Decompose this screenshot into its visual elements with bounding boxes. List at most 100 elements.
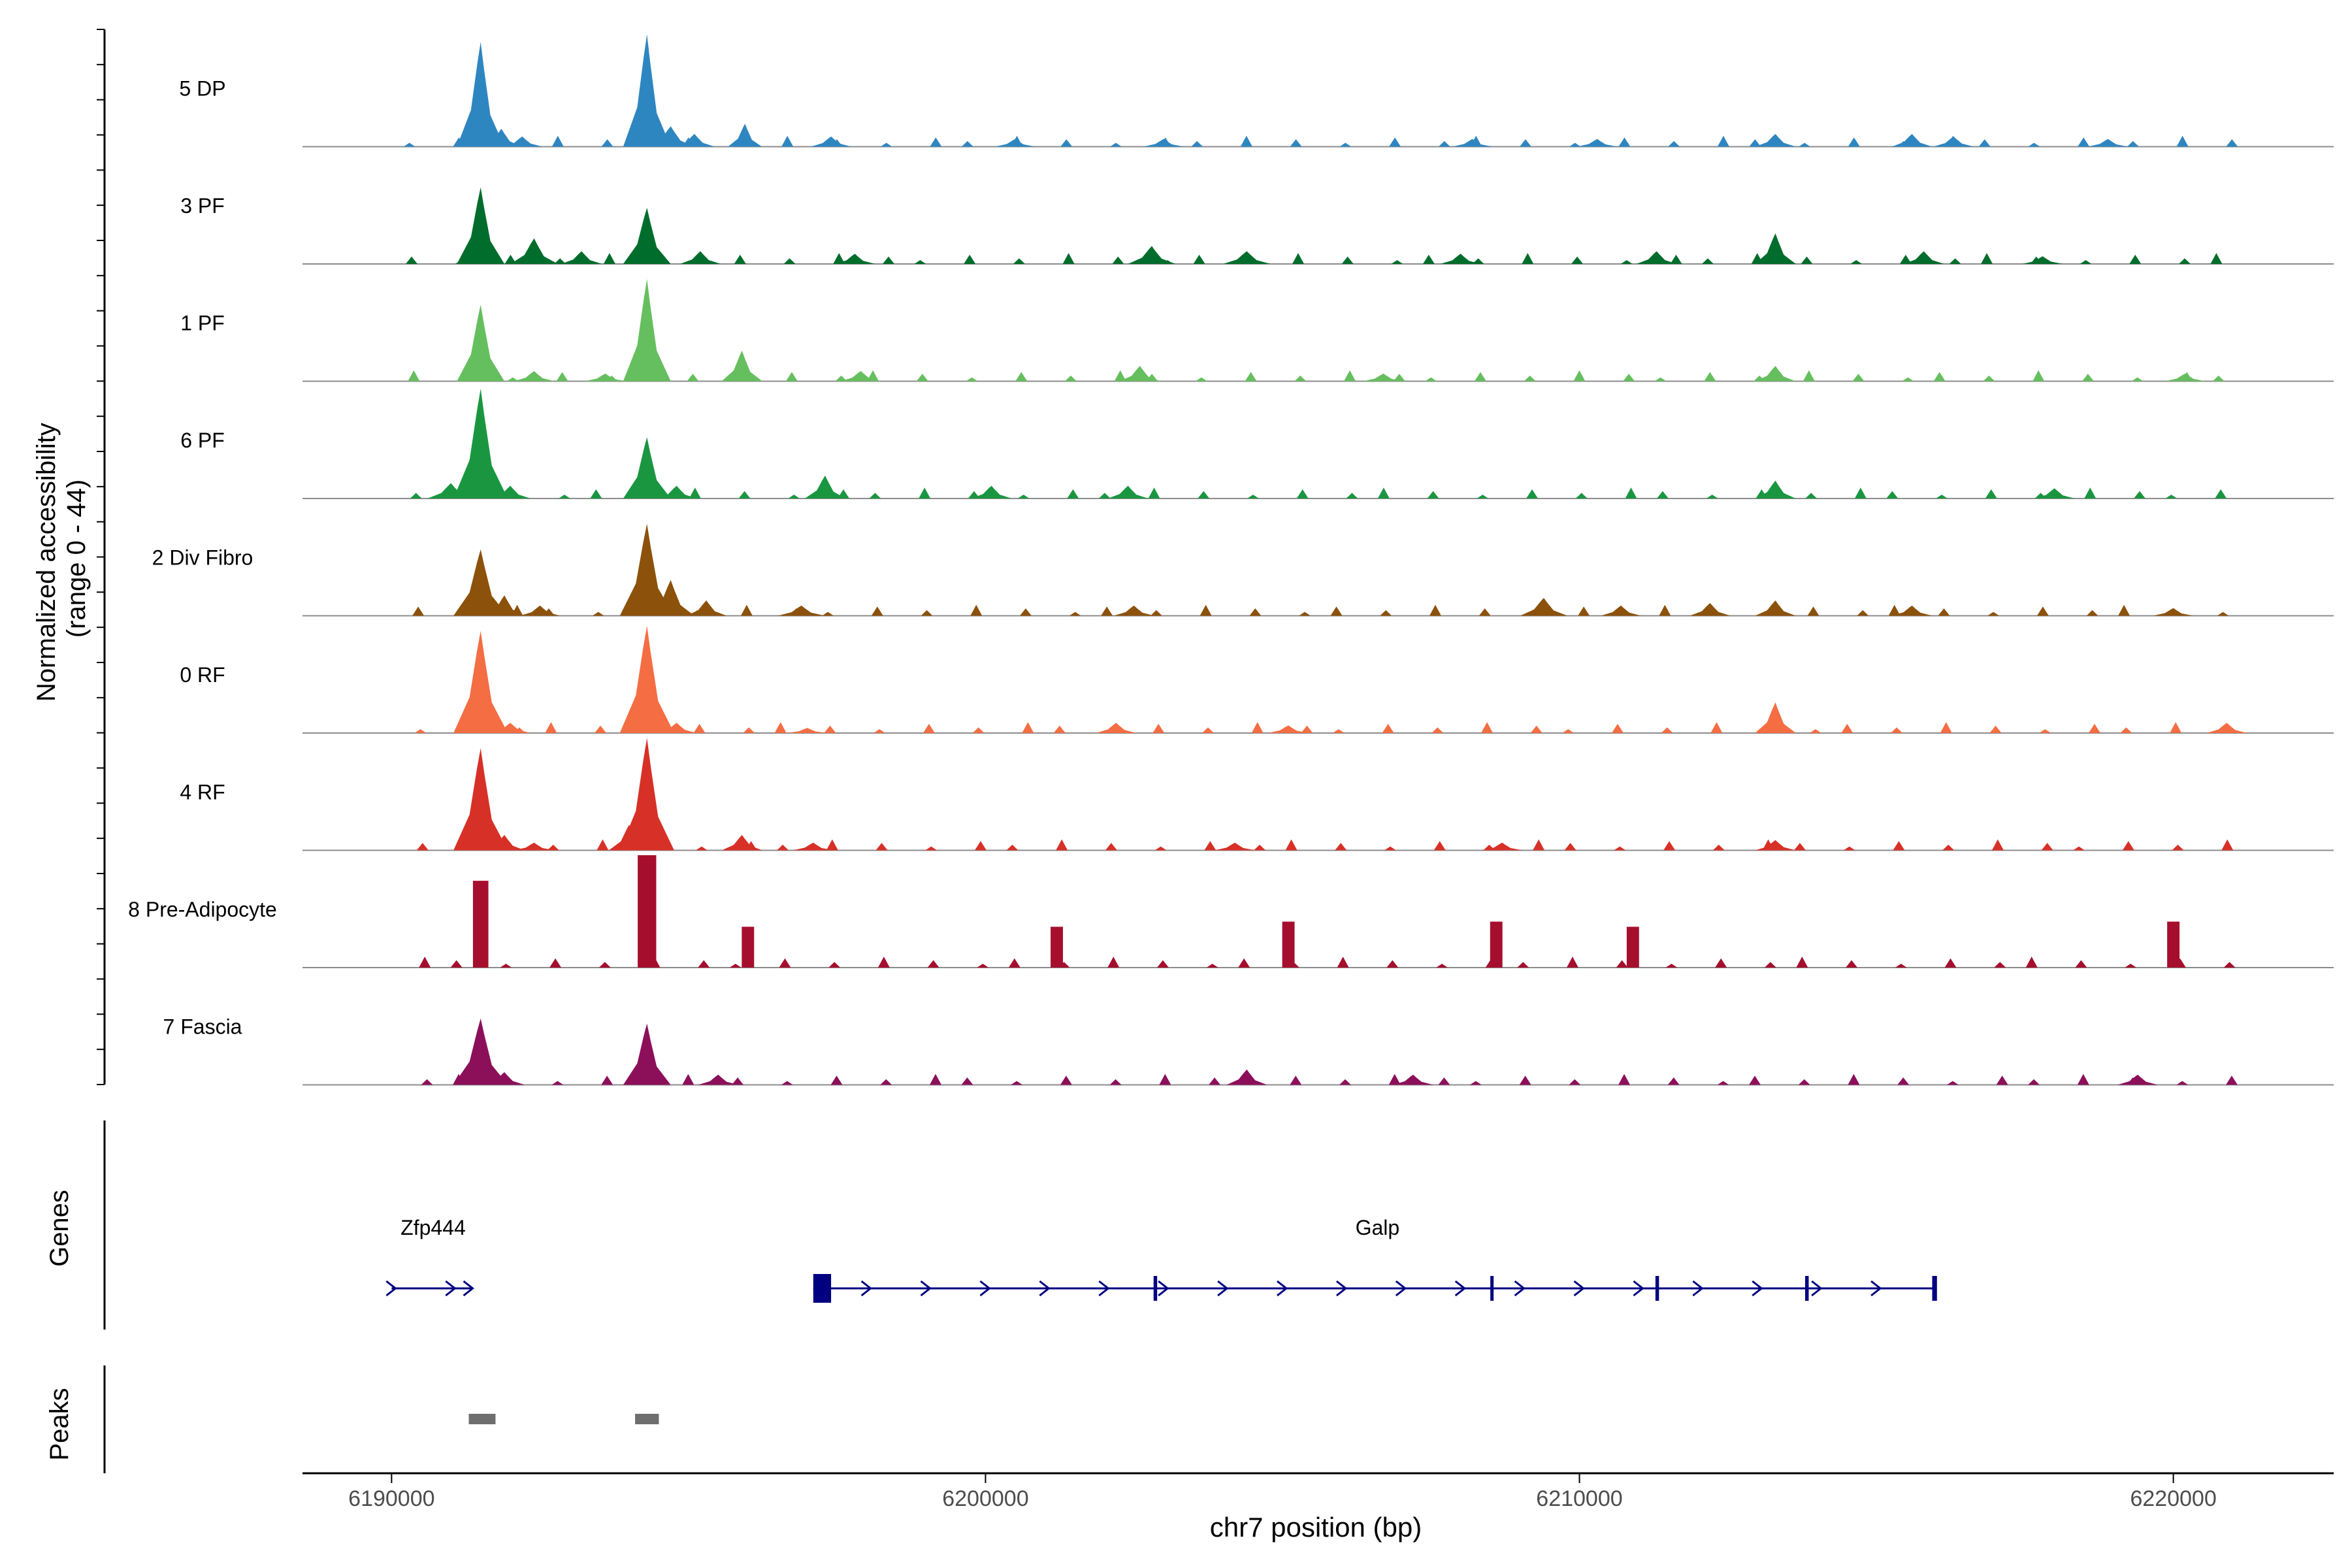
coverage-bump bbox=[1886, 491, 1899, 498]
coverage-bump bbox=[1665, 964, 1678, 968]
coverage-peak bbox=[623, 34, 671, 147]
coverage-bump bbox=[1191, 140, 1203, 147]
coverage-peak bbox=[457, 42, 505, 147]
strand-arrow bbox=[1277, 1280, 1288, 1297]
coverage-bump bbox=[1337, 956, 1349, 968]
coverage-peak bbox=[1490, 921, 1503, 968]
x-tick-label: 6210000 bbox=[1536, 1486, 1622, 1511]
coverage-bump bbox=[1301, 725, 1313, 733]
coverage-bump bbox=[1109, 142, 1122, 147]
coverage-bump bbox=[927, 960, 939, 968]
coverage-bump bbox=[2125, 964, 2137, 968]
strand-arrow bbox=[920, 1280, 932, 1297]
coverage-peak bbox=[1520, 598, 1568, 616]
coverage-bump bbox=[1936, 495, 1948, 498]
coverage-bump bbox=[2223, 962, 2236, 968]
coverage-bump bbox=[1712, 844, 1725, 851]
coverage-bump bbox=[1566, 956, 1578, 968]
coverage-bump bbox=[1807, 606, 1820, 616]
coverage-bump bbox=[2034, 493, 2047, 498]
coverage-bump bbox=[882, 256, 894, 264]
track-1-pf: 1 PF bbox=[180, 279, 2334, 382]
coverage-bump bbox=[1251, 722, 1264, 733]
coverage-bump bbox=[835, 375, 847, 382]
coverage-peak bbox=[1128, 246, 1176, 264]
coverage-bump bbox=[1717, 135, 1729, 147]
track-0-rf: 0 RF bbox=[180, 625, 2334, 734]
coverage-bump bbox=[1609, 610, 1622, 616]
coverage-bump bbox=[880, 142, 892, 147]
coverage-bump bbox=[1985, 489, 1997, 498]
coverage-peak bbox=[457, 304, 505, 382]
coverage-peak bbox=[1226, 1070, 1267, 1085]
coverage-peak bbox=[804, 475, 846, 498]
coverage-bump bbox=[729, 964, 742, 968]
coverage-bump bbox=[1978, 139, 1991, 147]
coverage-bump bbox=[1380, 610, 1392, 616]
coverage-bump bbox=[2033, 370, 2045, 382]
coverage-bump bbox=[693, 723, 706, 733]
coverage-bump bbox=[1569, 142, 1581, 147]
strand-arrow bbox=[1752, 1280, 1763, 1297]
coverage-peak bbox=[698, 1074, 739, 1085]
coverage-bump bbox=[590, 489, 602, 498]
coverage-bump bbox=[1006, 844, 1019, 851]
coverage-bump bbox=[596, 839, 609, 851]
coverage-bump bbox=[929, 1073, 941, 1085]
coverage-bump bbox=[1204, 841, 1217, 851]
coverage-peak bbox=[728, 123, 762, 147]
coverage-bump bbox=[781, 135, 794, 147]
strand-arrow bbox=[1039, 1280, 1051, 1297]
coverage-bump bbox=[637, 370, 649, 382]
coverage-bump bbox=[1562, 729, 1575, 733]
coverage-bump bbox=[1247, 495, 1259, 498]
track-label: 4 RF bbox=[180, 781, 225, 804]
coverage-bump bbox=[1564, 843, 1576, 851]
coverage-bump bbox=[1854, 487, 1867, 498]
coverage-peak bbox=[1282, 921, 1295, 968]
track-label: 7 Fascia bbox=[163, 1015, 242, 1039]
coverage-peak bbox=[647, 580, 695, 616]
coverage-bump bbox=[1109, 1079, 1122, 1085]
strand-arrow bbox=[1158, 1280, 1169, 1297]
coverage-bump bbox=[837, 489, 849, 498]
coverage-bump bbox=[2131, 377, 2144, 382]
coverage-bump bbox=[1796, 956, 1808, 968]
coverage-peak bbox=[810, 136, 852, 147]
strand-arrow bbox=[1217, 1280, 1229, 1297]
coverage-bump bbox=[961, 140, 973, 147]
coverage-bump bbox=[1616, 960, 1628, 968]
track-7-fascia: 7 Fascia bbox=[163, 1015, 2334, 1086]
coverage-peak bbox=[777, 605, 826, 616]
coverage-bump bbox=[1748, 1075, 1761, 1085]
coverage-peak bbox=[2087, 139, 2129, 147]
coverage-peak bbox=[721, 835, 762, 851]
coverage-bump bbox=[2178, 258, 2191, 264]
coverage-peak bbox=[971, 485, 1012, 498]
strand-arrow bbox=[445, 1280, 457, 1297]
coverage-bump bbox=[2221, 839, 2234, 851]
coverage-bump bbox=[1944, 958, 1957, 968]
coverage-bump bbox=[1614, 846, 1626, 851]
coverage-bump bbox=[1848, 137, 1860, 147]
coverage-bump bbox=[452, 1073, 465, 1085]
coverage-peak bbox=[1267, 725, 1309, 733]
coverage-bump bbox=[412, 606, 425, 616]
coverage-peak bbox=[1755, 133, 1796, 147]
coverage-bump bbox=[1429, 604, 1441, 616]
coverage-bump bbox=[2215, 489, 2227, 498]
coverage-bump bbox=[1611, 723, 1624, 733]
coverage-bump bbox=[1339, 142, 1352, 147]
coverage-bump bbox=[1245, 372, 1257, 382]
y-axis-title-line2: (range 0 - 44) bbox=[62, 480, 91, 638]
coverage-bump bbox=[966, 377, 978, 382]
strand-arrow bbox=[1514, 1280, 1526, 1297]
coverage-bump bbox=[1013, 258, 1025, 264]
coverage-bump bbox=[601, 1075, 613, 1085]
coverage-bump bbox=[1386, 960, 1399, 968]
coverage-bump bbox=[506, 377, 519, 382]
coverage-bump bbox=[1011, 1081, 1023, 1085]
coverage-bump bbox=[1757, 612, 1770, 616]
coverage-bump bbox=[1519, 139, 1531, 147]
